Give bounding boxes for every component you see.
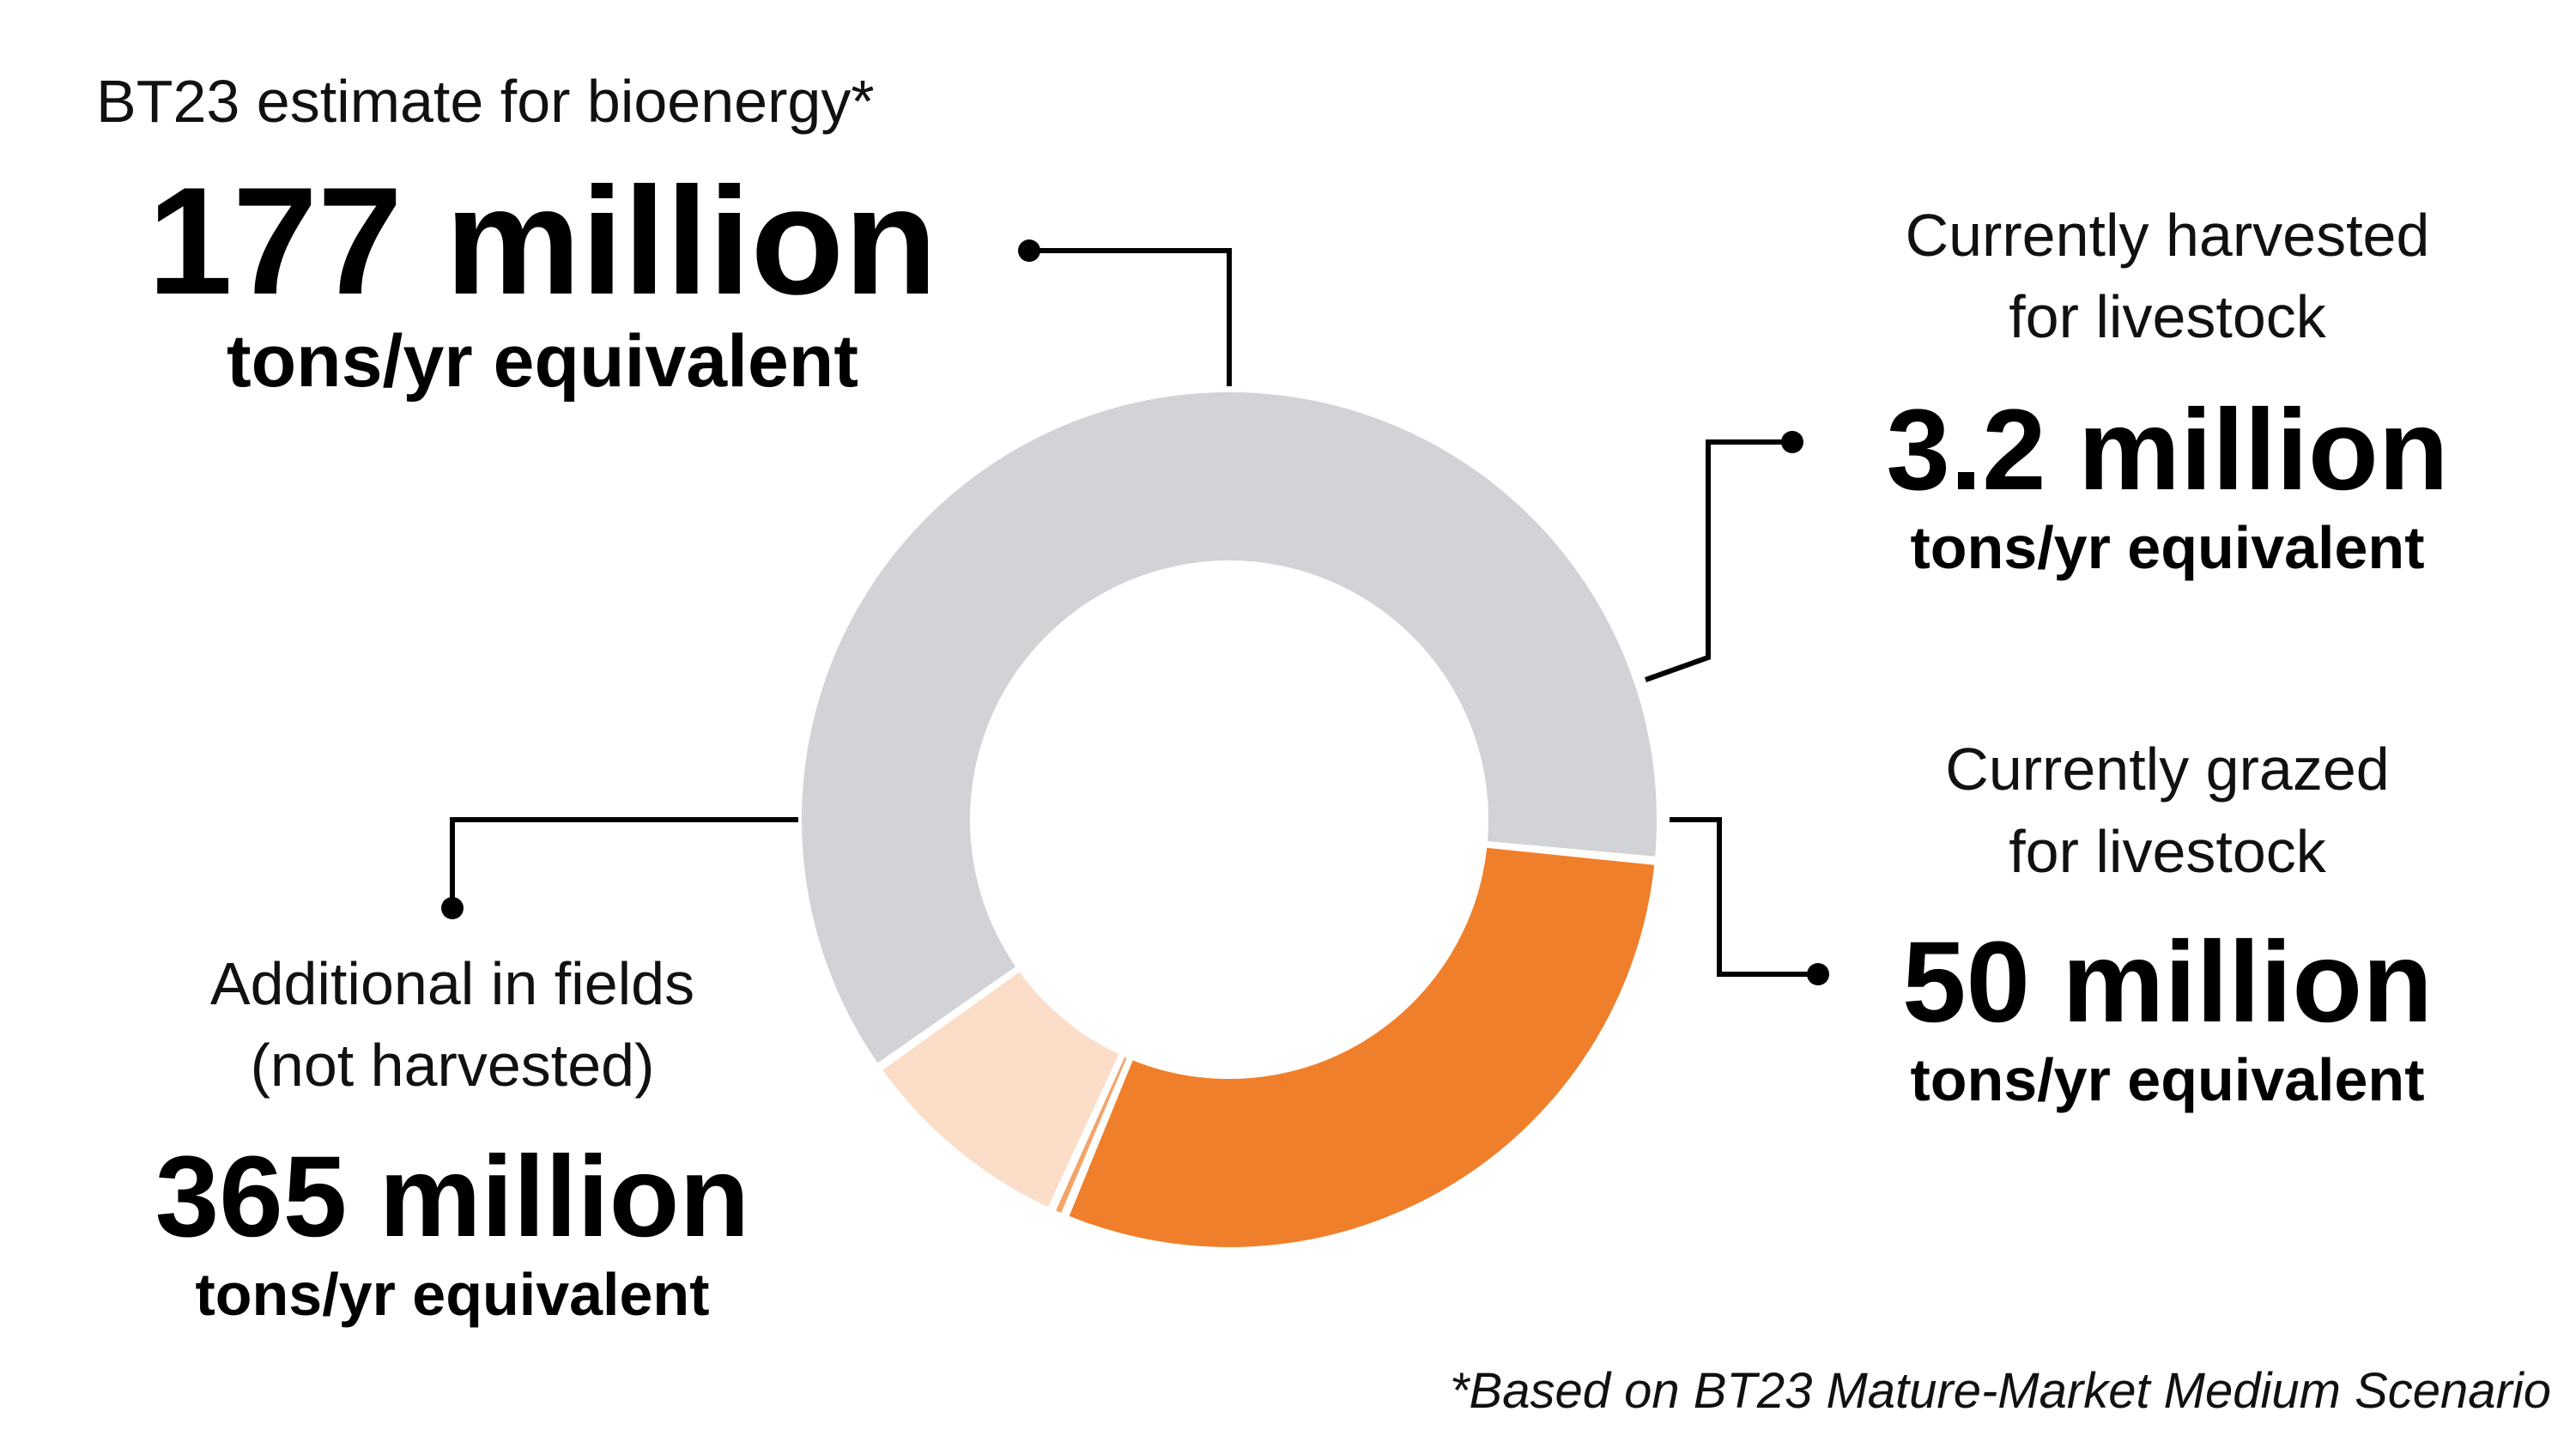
value-label-bioenergy: 177 million — [148, 155, 937, 326]
slice-additional — [798, 389, 1660, 1068]
leader-harvested — [1644, 439, 1792, 682]
slice-bioenergy — [1064, 844, 1658, 1251]
caption-harvested-2: for livestock — [2009, 283, 2327, 350]
value-label-additional: 365 million — [155, 1133, 750, 1261]
unit-label-harvested: tons/yr equivalent — [1910, 514, 2424, 581]
caption-additional-1: Additional in fields — [210, 950, 694, 1017]
leader-additional — [450, 817, 798, 908]
value-label-grazed: 50 million — [1902, 918, 2433, 1046]
unit-label-additional: tons/yr equivalent — [195, 1261, 709, 1328]
caption-grazed-2: for livestock — [2009, 818, 2327, 885]
leader-bioenergy-dot — [1018, 239, 1040, 262]
leader-grazed — [1670, 817, 1818, 977]
value-label-harvested: 3.2 million — [1886, 386, 2448, 514]
leader-lines — [441, 239, 1829, 985]
slice-harvested — [1051, 1052, 1131, 1218]
leader-harvested-dot — [1781, 431, 1803, 453]
donut-slices — [798, 389, 1660, 1251]
slice-labels: BT23 estimate for bioenergy*177 milliont… — [96, 68, 2449, 1328]
caption-harvested-1: Currently harvested — [1906, 202, 2430, 269]
caption-bioenergy-1: BT23 estimate for bioenergy* — [96, 68, 875, 135]
unit-label-bioenergy: tons/yr equivalent — [227, 320, 858, 403]
slice-grazed — [877, 966, 1124, 1212]
leader-grazed-dot — [1807, 963, 1829, 985]
footnote: *Based on BT23 Mature-Market Medium Scen… — [1450, 1363, 2551, 1419]
caption-additional-2: (not harvested) — [251, 1032, 655, 1099]
unit-label-grazed: tons/yr equivalent — [1910, 1046, 2424, 1113]
leader-bioenergy — [1029, 248, 1232, 386]
leader-additional-dot — [441, 897, 464, 919]
caption-grazed-1: Currently grazed — [1945, 736, 2389, 803]
